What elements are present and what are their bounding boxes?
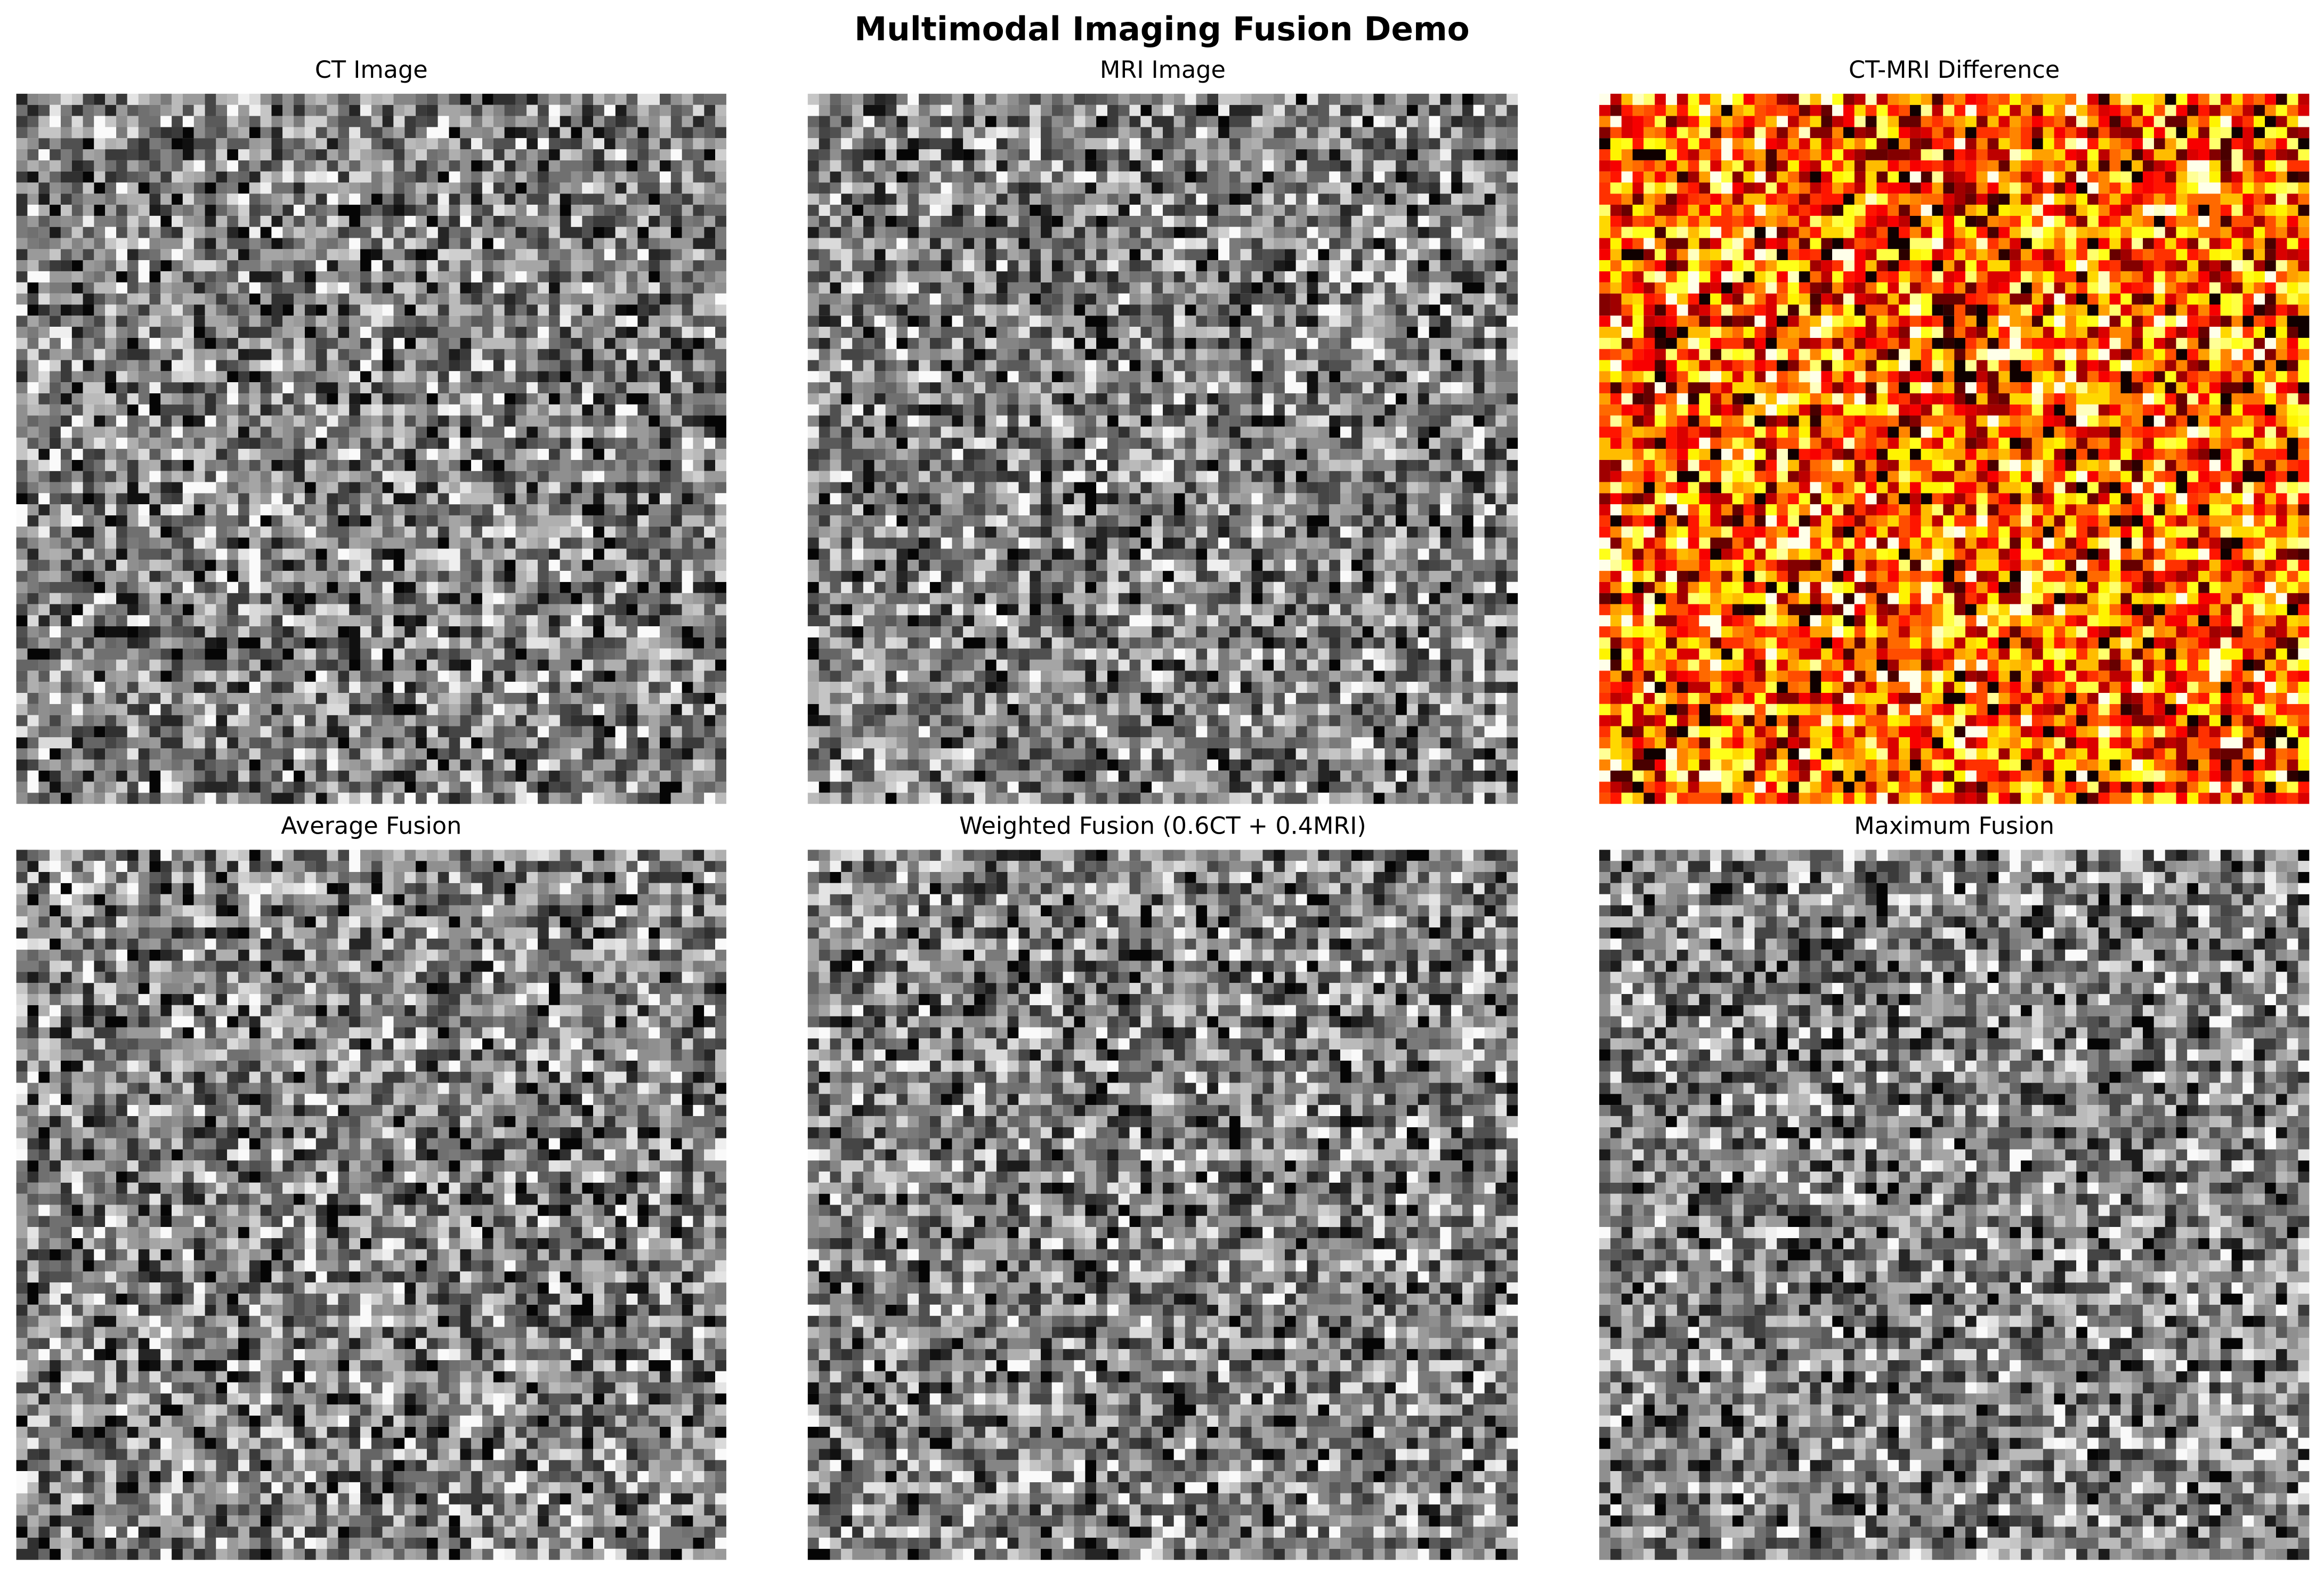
pixel-texture (807, 93, 1518, 804)
pixel-texture (1599, 93, 2310, 804)
panel-image (1599, 93, 2310, 804)
panel-image (16, 93, 726, 804)
pixel-texture (807, 93, 1518, 804)
pixel-texture (16, 93, 726, 804)
pixel-texture (807, 93, 1518, 804)
pixel-texture (1610, 93, 2310, 804)
panel-image (807, 850, 1518, 1560)
pixel-texture (807, 93, 1518, 804)
pixel-texture (16, 850, 726, 1560)
pixel-texture (1599, 850, 2310, 1560)
pixel-texture (16, 850, 726, 1560)
panel-image (1599, 850, 2310, 1560)
pixel-texture (807, 850, 1518, 1549)
pixel-texture (16, 93, 726, 804)
pixel-texture (807, 850, 1518, 1560)
pixel-texture (807, 93, 1518, 804)
pixel-texture (16, 850, 726, 1560)
pixel-texture (27, 93, 726, 793)
pixel-texture (16, 850, 726, 1560)
pixel-texture (807, 850, 1518, 1549)
pixel-texture (1599, 93, 2310, 804)
panel-image (16, 850, 726, 1560)
pixel-texture (807, 104, 1518, 804)
pixel-texture (807, 850, 1518, 1549)
pixel-texture (807, 861, 1518, 1560)
figure-title: Multimodal Imaging Fusion Demo (854, 11, 1469, 49)
pixel-texture (16, 116, 726, 804)
pixel-texture (819, 93, 1518, 804)
pixel-texture (1599, 850, 2310, 1560)
panel-image (807, 93, 1518, 804)
panel-title: Average Fusion (281, 813, 461, 840)
pixel-texture (16, 93, 726, 804)
pixel-texture (1599, 850, 2310, 1560)
pixel-texture (16, 850, 726, 1560)
pixel-texture (807, 850, 1518, 1560)
pixel-texture (16, 93, 726, 804)
panel-title: CT Image (315, 56, 428, 84)
panel-title: MRI Image (1100, 56, 1226, 84)
panel-title: Weighted Fusion (0.6CT + 0.4MRI) (959, 813, 1366, 840)
pixel-texture (16, 850, 726, 1560)
pixel-texture (807, 850, 1507, 1560)
pixel-texture (1599, 93, 2310, 804)
panel-title: CT-MRI Difference (1849, 56, 2060, 84)
pixel-texture (16, 850, 726, 1560)
panel-title: Maximum Fusion (1854, 813, 2054, 840)
